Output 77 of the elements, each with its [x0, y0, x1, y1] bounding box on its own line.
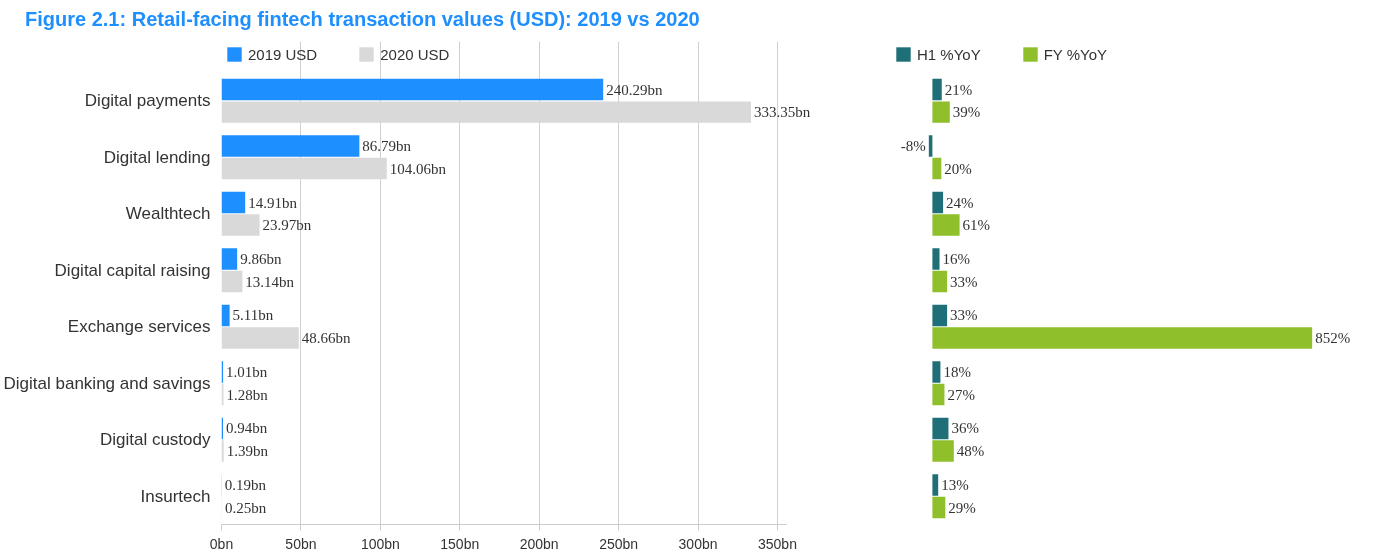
bar — [221, 214, 260, 236]
legend-label: 2019 USD — [248, 45, 318, 63]
x-tick-label: 50bn — [285, 535, 317, 552]
bar — [932, 440, 954, 462]
legend-label: FY %YoY — [1043, 45, 1108, 63]
chart-title: Figure 2.1: Retail-facing fintech transaction values (USD): 2019 vs 2020 — [25, 7, 700, 32]
data-label: 18% — [943, 363, 971, 380]
data-label: 24% — [946, 194, 974, 211]
y-tick-label: Digital custody — [99, 430, 211, 450]
bar — [221, 304, 230, 327]
bar — [932, 270, 948, 293]
y-tick-label: Digital capital raising — [54, 260, 211, 280]
y-tick-label: Digital lending — [103, 147, 211, 167]
bar — [932, 191, 944, 214]
data-label: 104.06bn — [389, 160, 447, 177]
data-label: 39% — [952, 104, 981, 121]
x-tick-label: 100bn — [360, 535, 400, 552]
bar — [932, 361, 941, 383]
bar — [221, 440, 224, 462]
data-label: 33% — [950, 273, 978, 290]
data-label: 14.91bn — [248, 194, 298, 211]
data-label: 9.86bn — [240, 250, 282, 267]
legend-label: 2020 USD — [380, 45, 450, 63]
bar — [932, 78, 942, 101]
data-label: 1.01bn — [226, 363, 268, 380]
bar — [932, 101, 950, 123]
data-label: 48.66bn — [301, 330, 352, 347]
data-label: 29% — [948, 499, 976, 516]
y-tick-label: Digital banking and savings — [3, 373, 211, 393]
x-tick-label: 200bn — [519, 535, 559, 552]
bar — [932, 214, 960, 236]
data-label: 23.97bn — [262, 217, 312, 234]
y-tick-label: Exchange services — [67, 317, 211, 337]
data-label: 36% — [951, 420, 979, 437]
x-tick-label: 150bn — [440, 535, 480, 552]
bar — [932, 304, 948, 327]
data-label: 240.29bn — [606, 81, 663, 98]
bar — [221, 191, 246, 214]
bar — [221, 78, 604, 101]
data-label: 1.39bn — [226, 443, 269, 460]
data-label: 61% — [962, 217, 991, 234]
data-label: 5.11bn — [232, 307, 274, 324]
data-label: 1.28bn — [226, 386, 269, 403]
data-label: 33% — [950, 307, 978, 324]
data-label: 0.19bn — [224, 476, 267, 493]
data-label: -8% — [900, 138, 926, 155]
data-label: 21% — [944, 81, 973, 98]
data-label: 13.14bn — [245, 273, 295, 290]
data-label: 16% — [942, 250, 971, 267]
data-label: 20% — [944, 160, 972, 177]
bar — [932, 474, 939, 496]
bar — [221, 383, 224, 406]
x-tick-label: 300bn — [678, 535, 718, 552]
data-label: 0.25bn — [224, 499, 267, 516]
y-tick-label: Wealthtech — [125, 204, 211, 224]
data-label: 333.35bn — [754, 104, 811, 121]
data-label: 13% — [941, 476, 969, 493]
y-tick-label: Digital payments — [84, 91, 211, 111]
bar — [932, 248, 940, 270]
y-tick-label: Insurtech — [140, 486, 211, 506]
bar — [932, 417, 949, 440]
data-label: 86.79bn — [362, 138, 412, 155]
data-label: 0.94bn — [225, 420, 268, 437]
x-tick-label: 350bn — [757, 535, 797, 552]
x-tick-label: 250bn — [599, 535, 639, 552]
bar — [932, 157, 942, 180]
data-label: 852% — [1315, 330, 1351, 347]
bar — [932, 327, 1313, 349]
x-tick-label: 0bn — [209, 535, 234, 552]
bar — [221, 248, 238, 270]
legend-label: H1 %YoY — [917, 45, 981, 63]
bar — [932, 496, 946, 519]
bar — [932, 383, 945, 406]
bar — [221, 135, 360, 157]
bar — [221, 270, 243, 293]
data-label: 27% — [947, 386, 975, 403]
data-label: 48% — [956, 443, 985, 460]
